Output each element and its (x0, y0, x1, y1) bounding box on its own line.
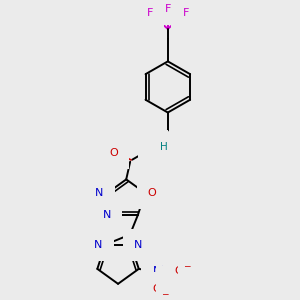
Text: O: O (109, 148, 118, 158)
Text: O: O (152, 284, 161, 293)
Text: F: F (165, 4, 171, 14)
Text: N: N (95, 188, 104, 198)
Text: −: − (161, 289, 168, 298)
Text: −: − (183, 261, 190, 270)
Text: O: O (174, 266, 183, 276)
Text: N: N (94, 240, 103, 250)
Text: F: F (182, 8, 189, 18)
Text: N: N (103, 210, 111, 220)
Text: +: + (161, 261, 168, 270)
Text: N: N (134, 240, 142, 250)
Text: H: H (160, 142, 168, 152)
Text: F: F (147, 8, 153, 18)
Text: N: N (152, 266, 161, 276)
Text: N: N (149, 141, 157, 151)
Text: O: O (148, 188, 156, 198)
